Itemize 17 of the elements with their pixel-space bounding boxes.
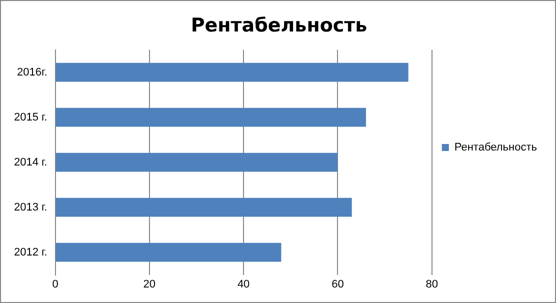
- x-tick-label: 80: [426, 278, 438, 290]
- y-tick-label: 2014 г.: [14, 156, 48, 168]
- x-tick-label: 0: [52, 278, 58, 290]
- bar: [56, 152, 338, 172]
- bar: [56, 242, 282, 262]
- y-tick-label: 2016г.: [17, 66, 48, 78]
- x-tick-label: 60: [332, 278, 344, 290]
- x-tick-label: 40: [237, 278, 250, 290]
- y-tick-label: 2013 г.: [14, 201, 48, 214]
- y-tick-label: 2015 г.: [14, 111, 48, 124]
- x-tick-label: 20: [143, 278, 156, 290]
- bar: [56, 108, 366, 127]
- bar: [56, 198, 352, 217]
- legend-label: Рентабельность: [454, 142, 538, 154]
- y-tick-label: 2012 г.: [14, 246, 48, 258]
- bar: [56, 62, 408, 82]
- chart-title: Рентабельность: [190, 14, 368, 36]
